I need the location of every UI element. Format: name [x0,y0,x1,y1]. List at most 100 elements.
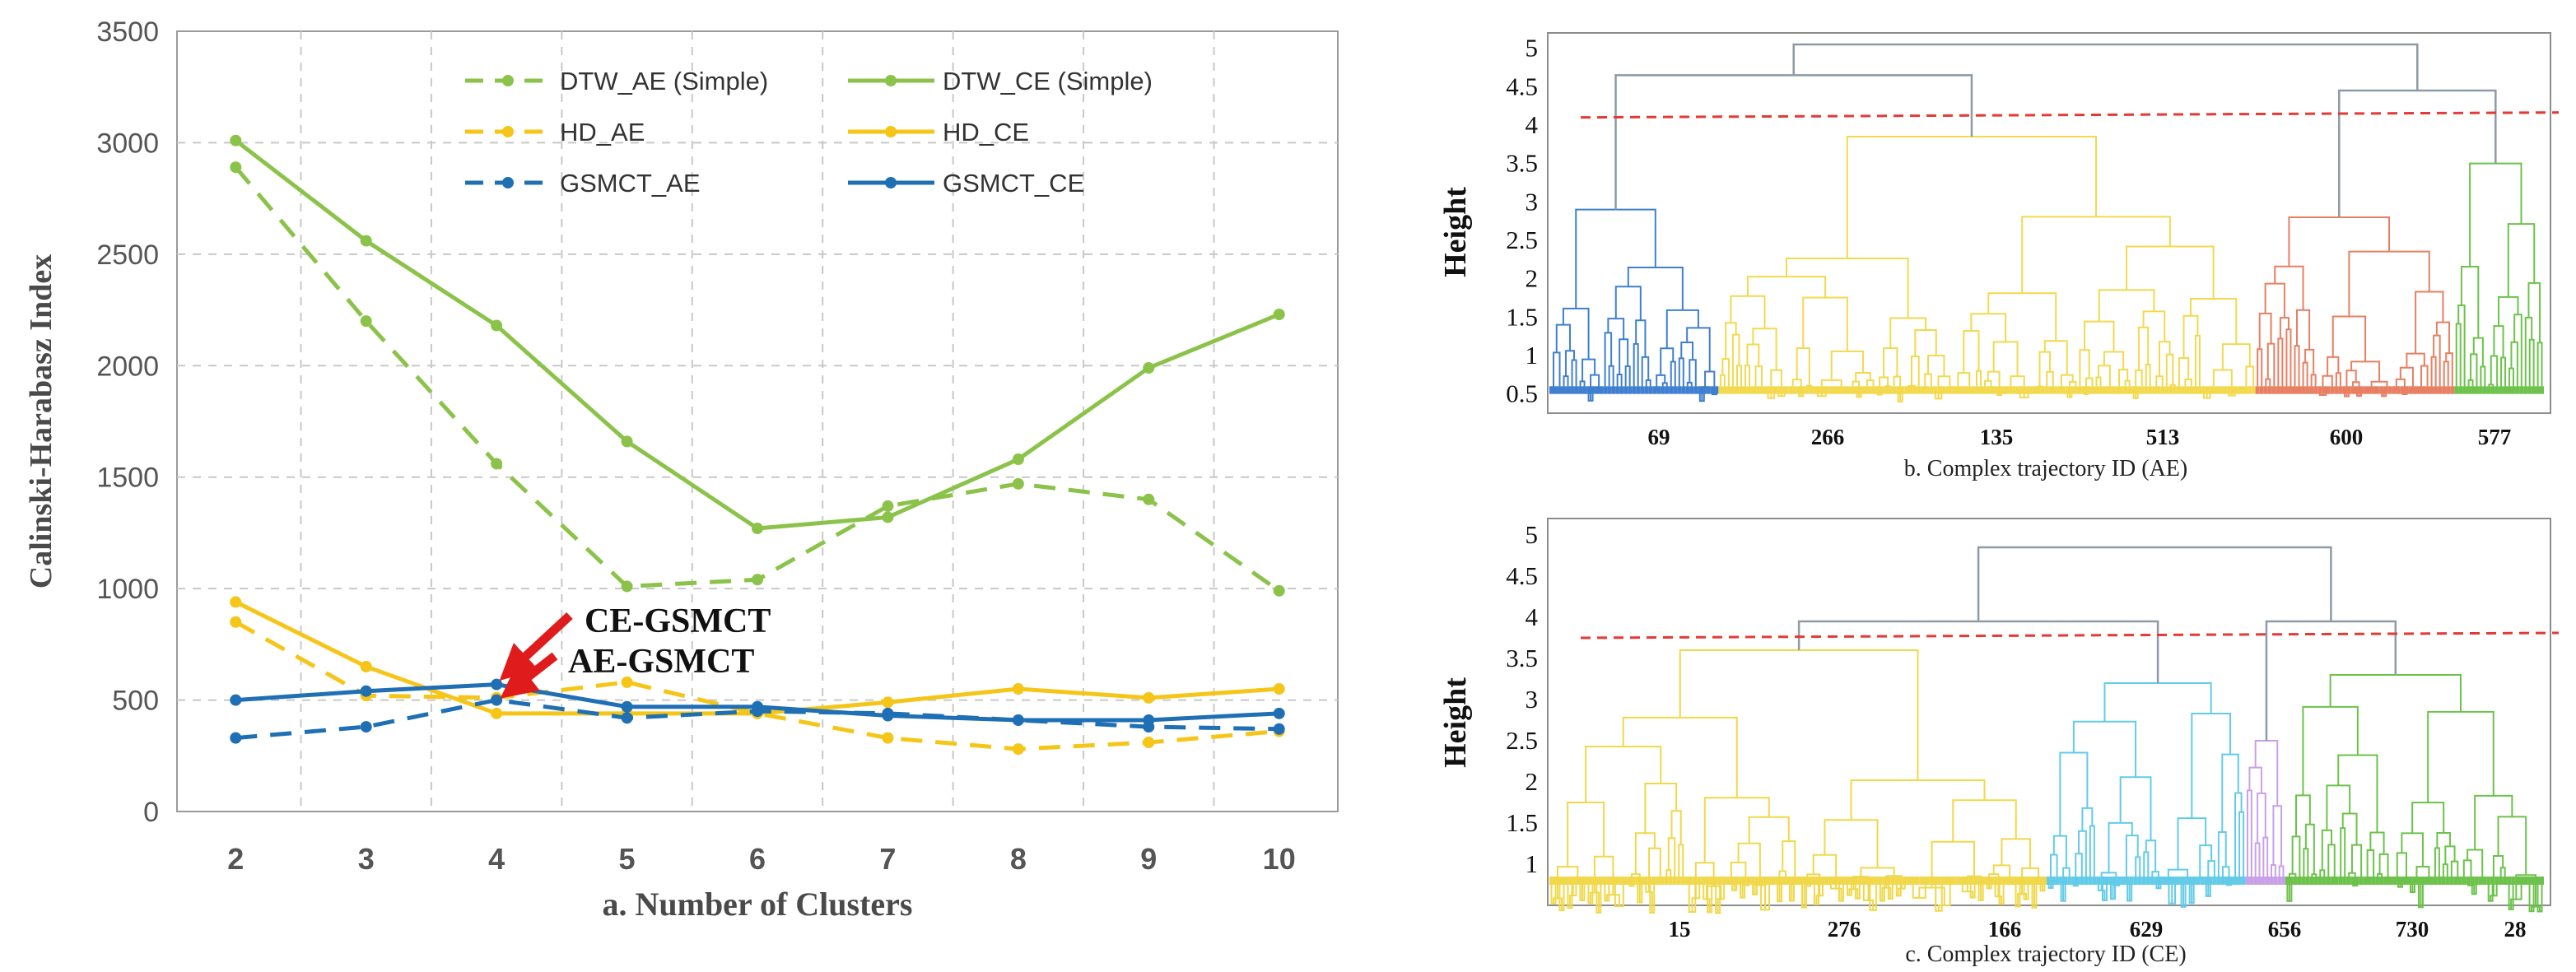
dendrogram-leaf-block [2145,877,2150,885]
data-point [491,678,503,691]
line-chart-series [230,134,1285,756]
data-point [230,616,242,628]
dendrogram-leaf-block [2127,386,2132,394]
y-tick-label: 1500 [96,463,159,494]
dendrogram-leaf-block [2330,386,2335,394]
dendrogram-leaf-block [1607,386,1612,394]
dendrogram-top-links [1614,43,2497,217]
dendrogram-leaf-block [2261,877,2266,885]
dendrogram-leaf-block [1888,386,1893,394]
annotation-label: AE-GSMCT [568,643,754,681]
dendrogram-leaf-block [2148,386,2153,394]
data-point [752,523,763,535]
dendrogram-leaf-block [2474,386,2479,394]
dendrogram-leaf-label: 28 [2504,917,2527,942]
data-point [491,707,503,719]
dendrogram-y-tick-label: 5 [1526,34,1539,63]
annotation-ae-gsmct: AE-GSMCT [500,643,754,699]
dendrogram-leaf-block [2437,877,2442,885]
dendrogram-y-tick-label: 1.5 [1506,808,1538,837]
legend-marker [502,75,514,86]
dendrogram-leaf-block [2404,877,2409,885]
dendrogram-leaf-block [2055,877,2060,885]
dendrogram-leaf-block [1676,877,1681,885]
dendrogram-leaf-block [1664,877,1669,885]
dendrogram-leaf-block [1739,386,1744,394]
dendrogram-leaf-block [2359,877,2364,885]
dendrogram-leaf-block [2173,386,2178,394]
data-point [882,511,894,523]
data-point [882,696,894,709]
dendrogram-leaf-block [2253,877,2258,885]
dendrogram-leaf-block [1672,877,1677,885]
dendrogram-leaf-block [2259,386,2264,394]
dendrogram-leaf-block [2141,877,2146,885]
data-point [1143,493,1155,505]
dendrogram-ae-caption: b. Complex trajectory ID (AE) [1904,456,2187,481]
dendrogram-leaf-block [2245,877,2250,885]
dendrogram-leaf-block [2458,386,2463,394]
y-tick-label: 1000 [96,574,159,605]
dendrogram-leaf-block [2067,877,2072,885]
data-point [491,694,503,706]
data-point [1012,743,1024,756]
dendrogram-leaf-block [1718,386,1723,394]
dendrogram-leaf-label: 69 [1648,425,1670,449]
dendrogram-leaf-block [2322,877,2327,885]
dendrogram-leaf-block [1681,386,1686,394]
series-dtw-ae-simple [230,161,1285,597]
dendrogram-leaf-label: 276 [1828,917,1861,942]
y-tick-label: 0 [143,797,159,828]
dendrogram-ae-frame [1547,32,2551,414]
dendrogram-leaf-block [2494,386,2499,394]
dendrogram-leaf-block [2454,386,2459,394]
dendrogram-cluster [1718,136,2256,402]
dendrogram-y-tick-label: 4 [1526,602,1539,631]
dendrogram-leaf-block [2523,386,2528,394]
dendrogram-leaf-block [2216,877,2221,885]
dendrogram-leaf-block [2387,877,2392,885]
dendrogram-leaf-block [2532,386,2536,394]
dendrogram-leaf-block [2305,386,2310,394]
data-point [360,721,372,733]
x-tick-label: 9 [1140,842,1157,876]
x-tick-label: 8 [1010,842,1027,876]
y-tick-label: 3500 [96,16,159,48]
dendrogram-y-tick-label: 2.5 [1506,726,1538,755]
dendrogram-leaf-block [1632,386,1637,394]
dendrogram-leaf-block [1929,386,1934,394]
dendrogram-leaf-block [1871,386,1876,394]
dendrogram-leaf-block [2273,877,2278,885]
legend-label: DTW_CE (Simple) [943,67,1153,95]
dendrogram-leaf-block [2297,386,2302,394]
dendrogram-leaf-block [2536,386,2541,394]
dendrogram-cluster [2047,682,2246,908]
dendrogram-leaf-block [2396,386,2401,394]
data-point [1012,453,1024,466]
dendrogram-leaf-block [2196,877,2201,885]
dendrogram-leaf-block [1665,386,1670,394]
legend-marker [885,75,897,86]
dendrogram-leaf-block [1755,386,1760,394]
x-tick-label: 10 [1263,842,1296,876]
dendrogram-leaf-block [1970,386,1975,394]
dendrogram-leaf-block [2433,877,2438,885]
dendrogram-leaf-block [1722,386,1727,394]
dendrogram-leaf-block [2200,877,2205,885]
dendrogram-leaf-label: 266 [1811,425,1845,449]
dendrogram-leaf-block [1747,386,1752,394]
dendrogram-leaf-block [2450,386,2455,394]
dendrogram-leaf-block [2251,386,2256,394]
dendrogram-leaf-block [2233,877,2238,885]
dendrogram-leaf-block [2313,386,2318,394]
dendrogram-leaf-block [2276,386,2280,394]
legend-entry: GSMCT_CE [848,169,1084,198]
x-tick-label: 3 [358,842,375,876]
annotation-arrow [500,652,558,699]
y-tick-label: 2500 [96,240,159,271]
dendrogram-leaf-block [2326,877,2331,885]
dendrogram-leaf-block [2519,386,2524,394]
dendrogram-link [1806,384,1813,387]
dendrogram-leaf-block [1892,386,1897,394]
dendrogram-leaf-label: 513 [2146,425,2180,449]
